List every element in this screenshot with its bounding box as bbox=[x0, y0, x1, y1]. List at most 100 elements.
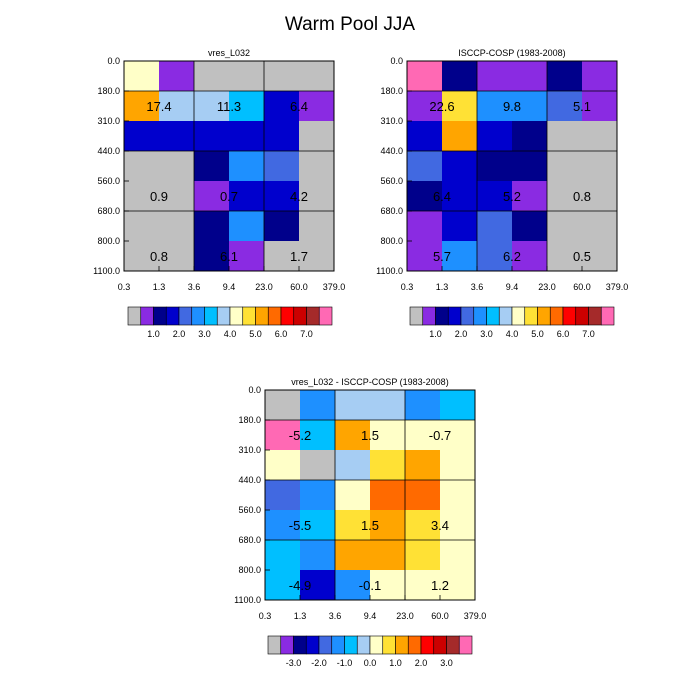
y-tick-label: 1100.0 bbox=[93, 266, 120, 276]
heatmap-cell bbox=[547, 121, 583, 152]
y-tick-label: 680.0 bbox=[97, 206, 120, 216]
heatmap-cell bbox=[335, 510, 371, 541]
colorbar-swatch bbox=[422, 306, 436, 326]
x-tick-label: 23.0 bbox=[255, 282, 273, 292]
colorbar-swatch bbox=[318, 635, 333, 655]
heatmap-cell bbox=[405, 420, 441, 451]
colorbar-swatch bbox=[344, 635, 358, 655]
heatmap-cell bbox=[159, 241, 195, 272]
colorbar-tick-label: 6.0 bbox=[557, 329, 570, 339]
heatmap-cell bbox=[124, 151, 160, 182]
colorbar-tick-label: 3.0 bbox=[440, 658, 453, 668]
colorbar-swatch bbox=[600, 306, 615, 326]
cell-value-label: 5.2 bbox=[503, 189, 521, 204]
x-tick-label: 0.3 bbox=[259, 611, 272, 621]
y-tick-label: 800.0 bbox=[380, 236, 403, 246]
colorbar: 1.0 2.0 3.0 4.0 5.0 6.0 7.0 bbox=[409, 306, 615, 339]
heatmap-panel-2: ISCCP-COSP (1983-2008) 0.3 1.3 3.6 9.4 23.0 60… bbox=[376, 48, 628, 339]
heatmap-cell bbox=[300, 450, 336, 481]
y-tick-label: 180.0 bbox=[97, 86, 120, 96]
heatmap-cell bbox=[477, 121, 513, 152]
x-tick-label: 1.3 bbox=[294, 611, 307, 621]
x-tick-label: 60.0 bbox=[431, 611, 449, 621]
heatmap-cell bbox=[477, 241, 513, 272]
heatmap-cell bbox=[440, 420, 476, 451]
heatmap-cell bbox=[442, 121, 478, 152]
heatmap-cell bbox=[442, 181, 478, 212]
colorbar-swatch bbox=[242, 306, 256, 326]
cell-value-label: 1.2 bbox=[431, 578, 449, 593]
cell-value-label: 5.7 bbox=[433, 249, 451, 264]
heatmap-cell bbox=[264, 151, 300, 182]
heatmap-cell bbox=[442, 151, 478, 182]
colorbar-swatch bbox=[395, 635, 409, 655]
heatmap-cell bbox=[264, 211, 300, 242]
heatmap-cell bbox=[477, 181, 513, 212]
colorbar: 1.0 2.0 3.0 4.0 5.0 6.0 7.0 bbox=[127, 306, 333, 339]
heatmap-cell bbox=[370, 540, 406, 571]
x-tick-label: 379.0 bbox=[606, 282, 629, 292]
x-tick-label: 0.3 bbox=[401, 282, 414, 292]
heatmap-cell bbox=[477, 211, 513, 242]
heatmap-cell bbox=[440, 450, 476, 481]
heatmap-cell bbox=[477, 91, 513, 122]
cell-value-label: -0.7 bbox=[429, 428, 451, 443]
x-tick-label: 60.0 bbox=[290, 282, 308, 292]
colorbar-tick-label: -1.0 bbox=[337, 658, 353, 668]
colorbar-tick-label: -3.0 bbox=[286, 658, 302, 668]
heatmap-cell bbox=[299, 241, 335, 272]
colorbar-swatch bbox=[318, 306, 333, 326]
heatmap-cell bbox=[265, 570, 301, 601]
heatmap-cell bbox=[299, 91, 335, 122]
cell-value-label: 22.6 bbox=[429, 99, 454, 114]
colorbar: -3.0 -2.0 -1.0 0.0 1.0 2.0 3.0 bbox=[267, 635, 473, 668]
y-tick-label: 0.0 bbox=[107, 56, 120, 66]
colorbar-swatch bbox=[447, 306, 462, 326]
cell-value-label: 6.1 bbox=[220, 249, 238, 264]
y-tick-label: 180.0 bbox=[380, 86, 403, 96]
heatmap-cell bbox=[547, 151, 583, 182]
colorbar-swatch bbox=[460, 306, 475, 326]
colorbar-swatch bbox=[407, 635, 422, 655]
heatmap-cell bbox=[477, 61, 513, 92]
y-tick-label: 680.0 bbox=[238, 535, 261, 545]
cell-value-label: 1.7 bbox=[290, 249, 308, 264]
heatmap-cell bbox=[582, 151, 618, 182]
heatmap-cell bbox=[512, 121, 548, 152]
heatmap-cell bbox=[265, 390, 301, 421]
heatmap-cell bbox=[229, 151, 265, 182]
colorbar-swatch bbox=[331, 635, 345, 655]
colorbar-swatch bbox=[127, 306, 142, 326]
cell-value-label: 17.4 bbox=[146, 99, 171, 114]
heatmap-cell bbox=[440, 390, 476, 421]
heatmap-cell bbox=[194, 241, 230, 272]
figure-title: Warm Pool JJA bbox=[285, 14, 416, 35]
heatmap-cell bbox=[124, 181, 160, 212]
colorbar-tick-label: 2.0 bbox=[455, 329, 468, 339]
x-tick-label: 23.0 bbox=[396, 611, 414, 621]
colorbar-tick-label: 2.0 bbox=[415, 658, 428, 668]
cell-value-label: 0.8 bbox=[573, 189, 591, 204]
cell-value-label: 6.2 bbox=[503, 249, 521, 264]
heatmap-cell bbox=[582, 181, 618, 212]
heatmap-cell bbox=[405, 450, 441, 481]
heatmap-cell bbox=[300, 420, 336, 451]
y-tick-label: 800.0 bbox=[97, 236, 120, 246]
heatmap-cell bbox=[582, 121, 618, 152]
y-tick-label: 440.0 bbox=[238, 475, 261, 485]
heatmap-cell bbox=[547, 91, 583, 122]
heatmap-cell bbox=[547, 241, 583, 272]
cell-value-label: 4.2 bbox=[290, 189, 308, 204]
colorbar-swatch bbox=[382, 635, 396, 655]
cell-value-label: 0.7 bbox=[220, 189, 238, 204]
x-tick-label: 9.4 bbox=[364, 611, 377, 621]
x-tick-label: 9.4 bbox=[223, 282, 236, 292]
heatmap-cell bbox=[229, 91, 265, 122]
colorbar-swatch bbox=[191, 306, 205, 326]
y-tick-label: 680.0 bbox=[380, 206, 403, 216]
heatmap-cell bbox=[407, 151, 443, 182]
cell-value-label: 9.8 bbox=[503, 99, 521, 114]
colorbar-swatch bbox=[486, 306, 500, 326]
colorbar-swatch bbox=[293, 306, 307, 326]
heatmap-cell bbox=[124, 211, 160, 242]
